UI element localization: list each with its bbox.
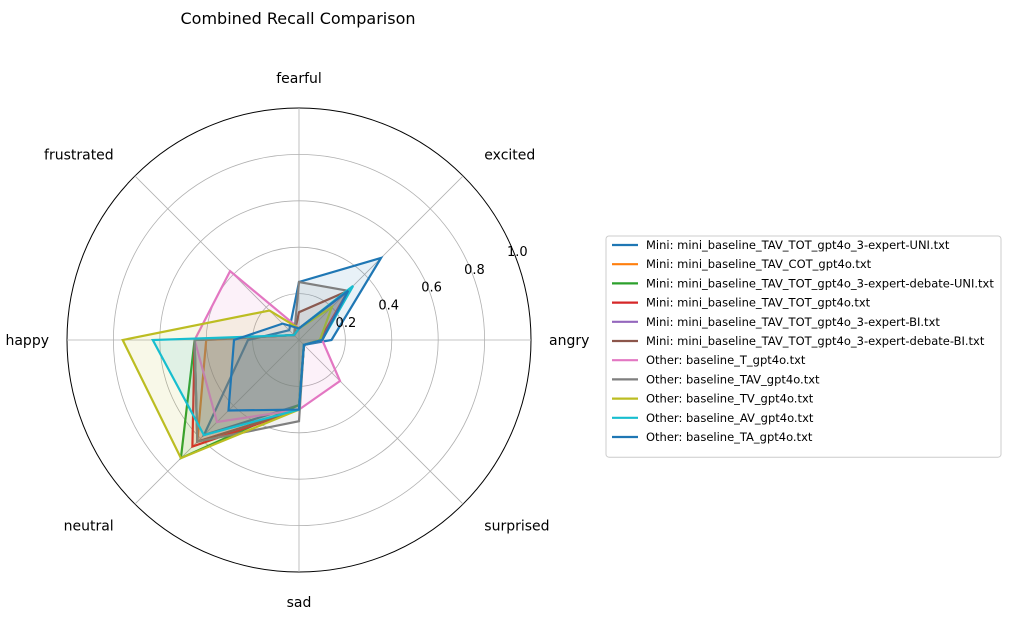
legend-entry-label: Mini: mini_baseline_TAV_TOT_gpt4o_3-expe…	[646, 315, 940, 329]
legend-frame	[605, 235, 1002, 458]
radial-tick-label: 0.6	[421, 281, 442, 296]
series-fill	[122, 307, 332, 459]
category-label: angry	[549, 333, 589, 349]
legend-entry-label: Mini: mini_baseline_TAV_TOT_gpt4o_3-expe…	[646, 238, 950, 252]
category-label: surprised	[484, 518, 549, 534]
legend-entry-label: Mini: mini_baseline_TAV_TOT_gpt4o.txt	[646, 296, 871, 310]
legend-entry-label: Other: baseline_TAV_gpt4o.txt	[646, 372, 820, 386]
series-fill	[203, 258, 381, 436]
legend-entry-label: Mini: mini_baseline_TAV_TOT_gpt4o_3-expe…	[646, 276, 994, 290]
category-label: frustrated	[44, 148, 114, 164]
series-layer	[121, 256, 384, 460]
radial-tick-label: 0.2	[336, 316, 357, 331]
legend-entry-label: Other: baseline_TV_gpt4o.txt	[646, 392, 814, 406]
legend-entry-label: Other: baseline_T_gpt4o.txt	[646, 353, 806, 367]
legend: Mini: mini_baseline_TAV_TOT_gpt4o_3-expe…	[605, 235, 1002, 458]
legend-entry-label: Other: baseline_AV_gpt4o.txt	[646, 411, 814, 425]
category-label: sad	[287, 595, 312, 611]
series-fill	[152, 285, 354, 436]
legend-entry-label: Mini: mini_baseline_TAV_COT_gpt4o.txt	[646, 257, 872, 271]
series-line	[227, 289, 350, 412]
series-fill	[194, 290, 349, 442]
legend-entry-label: Other: baseline_TA_gpt4o.txt	[646, 430, 813, 444]
category-label: excited	[484, 148, 535, 164]
series-fill	[194, 290, 349, 442]
label-layer: angry excited fearful frustrated happy neutra…	[5, 71, 589, 611]
radar-spoke	[298, 339, 464, 505]
radial-tick-label: 0.4	[378, 299, 399, 314]
series-fill	[194, 271, 349, 422]
category-label: neutral	[64, 518, 114, 534]
radial-tick-label: 0.8	[464, 263, 485, 278]
radial-tick-label: 1.0	[507, 245, 528, 260]
chart-title: Combined Recall Comparison	[181, 9, 416, 28]
category-label: fearful	[276, 71, 322, 87]
legend-entry-label: Mini: mini_baseline_TAV_TOT_gpt4o_3-expe…	[646, 334, 985, 348]
series-fill	[192, 290, 349, 447]
series-fill	[180, 290, 349, 459]
series-fill	[197, 290, 349, 442]
series-fill	[228, 290, 349, 411]
category-label: happy	[5, 333, 49, 349]
